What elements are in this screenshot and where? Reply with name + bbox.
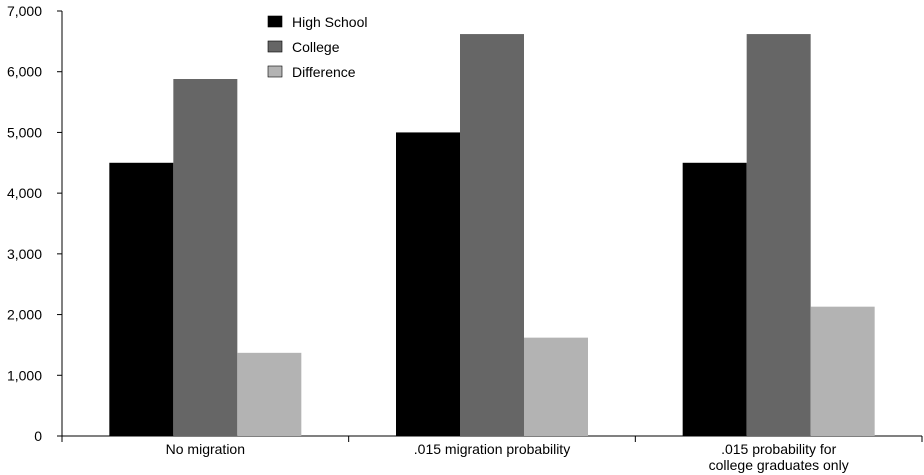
- legend-label: College: [292, 39, 340, 55]
- legend-label: Difference: [292, 64, 356, 80]
- bar-high-school: [109, 162, 174, 437]
- y-tick-label: 6,000: [7, 64, 42, 80]
- bar-college: [460, 34, 524, 436]
- bar-college: [173, 79, 238, 436]
- x-category-label: .015 migration probability: [414, 441, 570, 457]
- x-category-label: No migration: [166, 441, 245, 457]
- bar-high-school: [682, 162, 747, 437]
- bar-difference: [524, 337, 588, 436]
- bar-high-school: [396, 132, 460, 436]
- legend: High School College Difference: [267, 14, 368, 80]
- y-tick-label: 5,000: [7, 124, 42, 140]
- y-tick-label: 1,000: [7, 367, 42, 383]
- y-tick-label: 4,000: [7, 185, 42, 201]
- legend-label: High School: [292, 14, 368, 30]
- bar-college: [746, 34, 811, 436]
- x-category-label: .015 probability for college graduates on…: [709, 441, 849, 473]
- y-tick-label: 0: [34, 428, 42, 444]
- x-axis: No migration .015 migration probability .0…: [61, 435, 923, 473]
- y-tick-label: 3,000: [7, 246, 42, 262]
- bar-difference: [237, 352, 302, 436]
- y-tick-label: 7,000: [7, 3, 42, 19]
- legend-swatch: [267, 40, 283, 53]
- bar-difference: [810, 306, 875, 436]
- legend-swatch: [267, 65, 283, 78]
- y-axis: 0 1,000 2,000 3,000 4,000 5,000 6,000 7,000: [7, 3, 63, 444]
- y-tick-label: 2,000: [7, 307, 42, 323]
- bars: [109, 34, 875, 437]
- legend-swatch: [267, 15, 283, 28]
